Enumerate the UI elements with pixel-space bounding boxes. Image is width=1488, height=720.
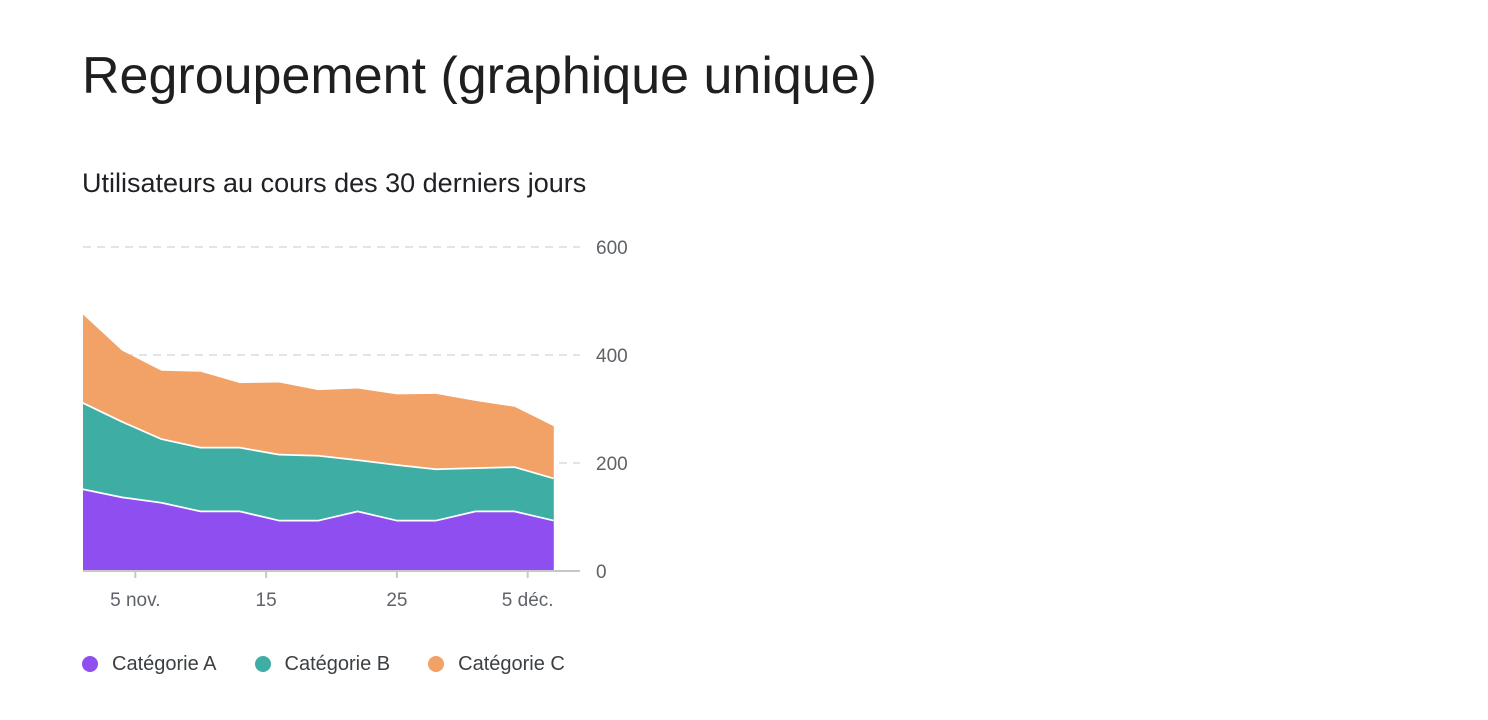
area-series	[82, 314, 555, 571]
y-tick-label-0: 0	[596, 562, 607, 583]
x-tick-label-3: 5 déc.	[502, 590, 554, 611]
legend-item-a[interactable]: Catégorie A	[82, 650, 217, 678]
legend-label-b: Catégorie B	[284, 653, 391, 675]
page-title: Regroupement (graphique unique)	[82, 47, 877, 105]
y-tick-label-400: 400	[596, 346, 628, 367]
axes: 0 200 400 600 5 nov. 15 25 5 déc.	[83, 238, 628, 611]
area-series-1	[83, 488, 554, 571]
legend-label-c: Catégorie C	[458, 653, 565, 675]
chart-title: Utilisateurs au cours des 30 derniers jo…	[82, 168, 587, 198]
y-tick-label-600: 600	[596, 238, 628, 259]
x-tick-label-1: 15	[256, 590, 277, 611]
x-tick-label-0: 5 nov.	[110, 590, 160, 611]
legend-swatch-c	[428, 656, 445, 672]
area-series-3	[83, 314, 554, 478]
area-series-2	[83, 402, 554, 520]
legend-label-a: Catégorie A	[112, 653, 217, 675]
legend-item-c[interactable]: Catégorie C	[428, 650, 565, 678]
legend: Catégorie A Catégorie B Catégorie C	[82, 650, 603, 678]
legend-item-b[interactable]: Catégorie B	[254, 650, 391, 678]
legend-swatch-b	[254, 656, 271, 672]
y-tick-label-200: 200	[596, 454, 628, 475]
x-tick-label-2: 25	[386, 590, 407, 611]
legend-swatch-a	[82, 656, 98, 672]
